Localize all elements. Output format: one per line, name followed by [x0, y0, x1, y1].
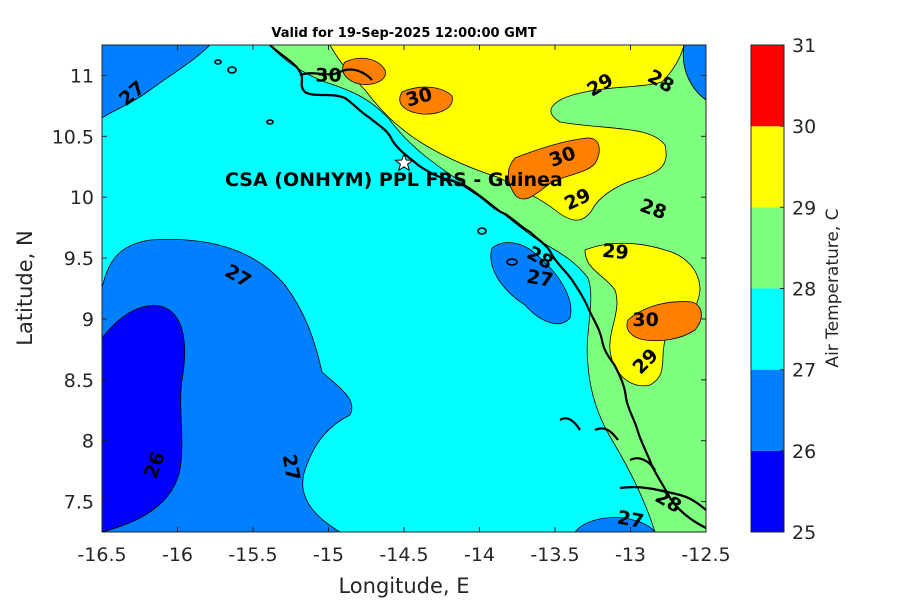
colorbar-swatch — [751, 126, 784, 208]
x-tick-label: -16 — [162, 544, 193, 566]
contour-label: 30 — [315, 64, 341, 86]
contour-label: 27 — [278, 453, 304, 483]
y-axis: 7.5 8 8.5 9 9.5 10 10.5 11 — [52, 65, 706, 514]
station-star-icon — [394, 152, 414, 172]
colorbar: 25 26 27 28 29 30 31 — [750, 35, 816, 544]
band-30-31-north — [342, 57, 386, 85]
y-axis-label: Latitude, N — [13, 230, 37, 346]
station-marker — [394, 152, 414, 172]
colorbar-tick-label: 29 — [792, 197, 816, 219]
x-tick-label: -15 — [313, 544, 344, 566]
y-tick-label: 11 — [70, 65, 94, 87]
y-tick-label: 9 — [82, 309, 94, 331]
band-26-27-northwest — [102, 45, 211, 119]
colorbar-swatch — [751, 369, 784, 451]
x-tick-label: -13 — [615, 544, 646, 566]
figure-title: Valid for 19-Sep-2025 12:00:00 GMT — [271, 26, 536, 41]
x-tick-label: -15.5 — [228, 544, 277, 566]
y-tick-label: 7.5 — [64, 492, 94, 514]
colorbar-swatch — [751, 450, 784, 532]
band-30-31-central — [507, 137, 600, 200]
islands — [214, 59, 518, 266]
band-30-31-inland — [399, 86, 453, 115]
colorbar-tick-label: 27 — [792, 360, 816, 382]
band-26-27-southeast — [574, 517, 656, 532]
y-tick-label: 8.5 — [64, 370, 94, 392]
contour-label: 30 — [632, 309, 658, 331]
colorbar-swatch — [751, 207, 784, 289]
x-tick-label: -14.5 — [379, 544, 428, 566]
colorbar-swatch — [751, 45, 784, 127]
colorbar-tick-label: 25 — [792, 522, 816, 544]
colorbar-tick-label: 28 — [792, 279, 816, 301]
contour-label: 29 — [601, 240, 629, 264]
x-axis: -16.5 -16 -15.5 -15 -14.5 -14 -13.5 -13 -12.5 — [77, 45, 731, 566]
colorbar-tick-label: 30 — [792, 116, 816, 138]
y-tick-label: 9.5 — [64, 248, 94, 270]
colorbar-tick-label: 31 — [792, 35, 816, 57]
x-tick-label: -16.5 — [77, 544, 126, 566]
station-label: CSA (ONHYM) PPL FRS - Guinea — [225, 169, 563, 191]
colorbar-label: Air Temperature, C — [823, 208, 843, 367]
colorbar-swatch — [751, 288, 784, 370]
band-26-27-coastal — [490, 242, 572, 325]
y-tick-label: 8 — [82, 431, 94, 453]
x-tick-label: -12.5 — [681, 544, 730, 566]
colorbar-tick-label: 26 — [792, 441, 816, 463]
coastline — [269, 45, 706, 529]
band-25-26 — [102, 305, 186, 532]
contour-label: 27 — [525, 266, 555, 292]
y-tick-label: 10.5 — [52, 126, 94, 148]
x-tick-label: -14 — [464, 544, 495, 566]
x-axis-label: Longitude, E — [338, 574, 469, 598]
x-tick-label: -13.5 — [530, 544, 579, 566]
contour-fill — [102, 45, 706, 532]
y-tick-label: 10 — [70, 187, 94, 209]
band-30-31-south — [626, 301, 702, 342]
